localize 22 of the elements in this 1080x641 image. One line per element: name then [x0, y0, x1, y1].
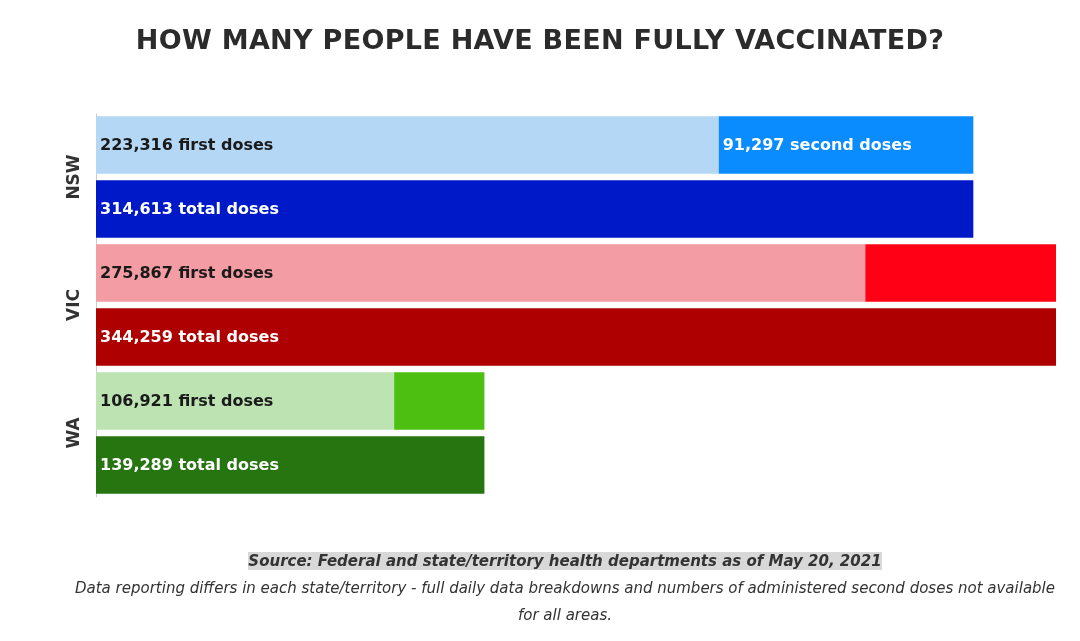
- data-label: 314,613 total doses: [100, 199, 279, 218]
- text: Data reporting differs in each state/territory - full daily data breakdowns and numbers of administered second doses not available for all areas.: [74, 578, 1056, 626]
- bar: [394, 372, 485, 430]
- y-tick-label: WA: [62, 416, 83, 449]
- bar: [96, 308, 1056, 366]
- bar: [96, 436, 485, 494]
- y-tick-label: VIC: [62, 289, 83, 321]
- bar: [865, 244, 1056, 302]
- data-label: 106,921 first doses: [100, 391, 274, 410]
- chart-title: HOW MANY PEOPLE HAVE BEEN FULLY VACCINATED?: [134, 24, 946, 55]
- bar: [96, 244, 866, 302]
- bar: [718, 116, 974, 174]
- data-label: 344,259 total doses: [100, 327, 279, 346]
- bar: [96, 116, 719, 174]
- bar: [96, 372, 395, 430]
- y-tick-label: NSW: [62, 154, 83, 200]
- source-note: Source: Federal and state/territory health departments as of May 20, 2021: [248, 552, 882, 570]
- bar: [96, 180, 974, 238]
- data-label: 91,297 second doses: [722, 135, 912, 154]
- data-label: 223,316 first doses: [100, 135, 274, 154]
- data-label: 139,289 total doses: [100, 455, 279, 474]
- data-label: 275,867 first doses: [100, 263, 274, 282]
